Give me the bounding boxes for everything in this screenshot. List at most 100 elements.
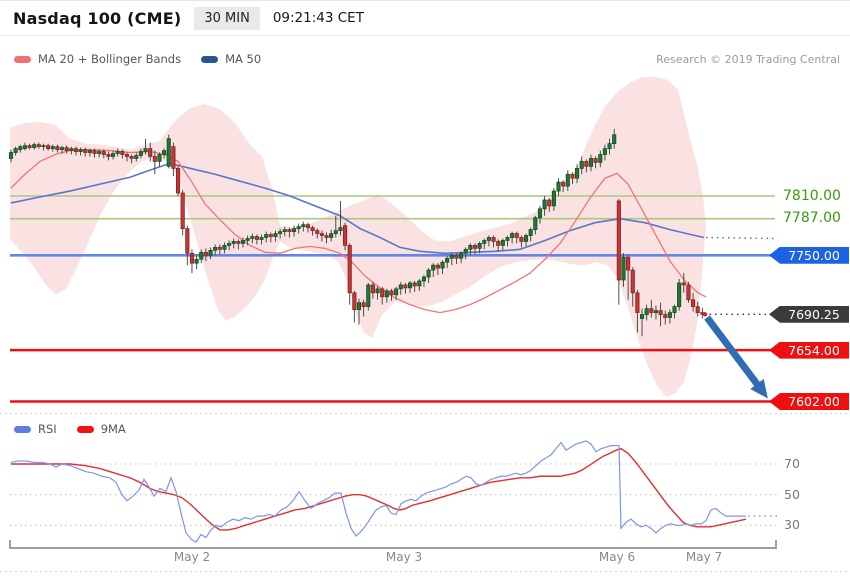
rsi-line [10, 440, 746, 543]
candle-body [616, 200, 621, 281]
candle-body [626, 256, 631, 271]
bollinger-band-fill [10, 76, 706, 397]
candle-body [361, 302, 366, 308]
candle-body [635, 292, 640, 313]
candle-body [658, 310, 663, 315]
candle-body [672, 306, 677, 313]
candle-body [73, 148, 79, 152]
candle-body [319, 233, 324, 236]
candle-body [551, 190, 556, 207]
candle-body [171, 146, 176, 169]
candle-body [157, 154, 162, 162]
candle-body [459, 252, 464, 259]
candle-body [32, 144, 37, 148]
candle-body [180, 192, 185, 229]
candle-body [245, 238, 250, 241]
candle-body [352, 292, 357, 310]
candle-body [431, 264, 436, 271]
candle-body [254, 236, 259, 240]
candle-body [250, 236, 255, 239]
candle-body [268, 234, 273, 237]
candle-body [370, 284, 375, 294]
candle-body [8, 152, 14, 159]
candle-body [421, 276, 427, 282]
last-price-dot [702, 312, 708, 317]
candle-body [291, 228, 297, 232]
last-price-badge: 7690.25 [769, 305, 849, 323]
candlestick-series [8, 128, 705, 337]
candle-body [203, 251, 208, 256]
rsi-tick-label: 50 [784, 486, 800, 502]
candle-body [259, 237, 264, 240]
candle-body [644, 308, 649, 315]
candle-body [649, 308, 654, 313]
date-axis-label: May 6 [598, 550, 636, 564]
candle-body [148, 148, 153, 157]
chart-header: Nasdaq 100 (CME) 30 MIN 09:21:43 CET [0, 1, 850, 36]
candle-body [505, 237, 510, 241]
candle-body [588, 158, 594, 167]
candle-body [612, 134, 617, 144]
candle-body [166, 138, 171, 167]
candle-body [69, 148, 74, 151]
candle-body [301, 224, 306, 227]
legend-item: RSI [14, 422, 57, 436]
legend-item: MA 20 + Bollinger Bands [14, 52, 181, 66]
candle-body [667, 312, 672, 318]
candle-body [449, 254, 454, 259]
candle-body [695, 306, 700, 313]
candle-body [87, 150, 92, 153]
rsi-tick-label: 30 [784, 517, 800, 533]
candle-body [124, 154, 130, 157]
candle-body [398, 284, 403, 290]
candle-body [278, 231, 283, 234]
legend-swatch-icon [14, 425, 31, 433]
candle-body [264, 234, 269, 238]
candle-body [347, 245, 352, 294]
candle-body [287, 229, 292, 232]
interval-badge[interactable]: 30 MIN [194, 6, 260, 30]
candle-body [18, 146, 23, 150]
rsi-tick-label: 70 [784, 456, 800, 471]
legend-item: MA 50 [201, 52, 261, 66]
candle-body [222, 245, 227, 250]
resistance-price-label: 7787.00 [783, 210, 841, 227]
support-price-badge: 7654.00 [769, 341, 849, 359]
candle-body [315, 230, 320, 234]
candle-body [681, 282, 686, 286]
candle-body [403, 284, 408, 289]
candle-body [143, 148, 148, 152]
candle-body [607, 143, 612, 149]
candle-body [496, 241, 501, 246]
candle-body [83, 149, 88, 153]
candle-body [46, 145, 51, 149]
candle-body [36, 144, 41, 147]
candle-body [217, 247, 222, 250]
support-price-badge: 7602.00 [769, 393, 849, 410]
candle-body [194, 258, 199, 264]
candle-body [514, 233, 519, 238]
candle-body [519, 237, 524, 242]
candle-body [491, 237, 496, 242]
candle-body [454, 254, 459, 259]
candle-body [691, 299, 696, 308]
candle-body [440, 261, 445, 269]
candle-body [435, 264, 440, 269]
clock-time: 09:21:43 CET [272, 10, 364, 26]
bearish-scenario-arrow [704, 315, 768, 399]
candle-body [129, 156, 134, 159]
candle-body [231, 241, 236, 244]
candle-body [366, 284, 371, 308]
candle-body [97, 151, 102, 154]
x-axis-bracket [9, 540, 777, 549]
candle-body [686, 284, 691, 301]
candle-body [426, 269, 431, 278]
candle-body [472, 245, 478, 249]
legend-label: RSI [38, 422, 57, 436]
candle-body [138, 151, 143, 156]
candle-body [343, 225, 348, 246]
legend-label: MA 50 [225, 52, 262, 66]
candle-body [570, 173, 575, 179]
candle-body [305, 224, 311, 228]
